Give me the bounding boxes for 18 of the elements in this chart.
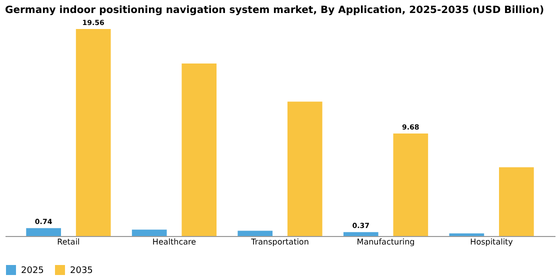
bar (26, 228, 61, 236)
legend-label: 2035 (70, 266, 93, 276)
x-tick-label: Hospitality (470, 238, 514, 246)
bar (449, 233, 484, 236)
bar (393, 134, 428, 236)
bar (182, 64, 217, 236)
x-tick-label: Healthcare (152, 238, 196, 246)
bar (287, 102, 322, 236)
bar (238, 230, 273, 236)
bar (499, 167, 534, 236)
chart-title: Germany indoor positioning navigation system market, By Application, 2025-2035 (USD Billion) (5, 5, 544, 16)
x-tick-label: Retail (57, 238, 80, 246)
x-tick-label: Transportation (250, 238, 309, 246)
bar (132, 230, 167, 236)
x-tick-label: Manufacturing (356, 238, 415, 246)
legend-label: 2025 (21, 266, 44, 276)
bar (343, 232, 378, 236)
bar (76, 29, 111, 236)
